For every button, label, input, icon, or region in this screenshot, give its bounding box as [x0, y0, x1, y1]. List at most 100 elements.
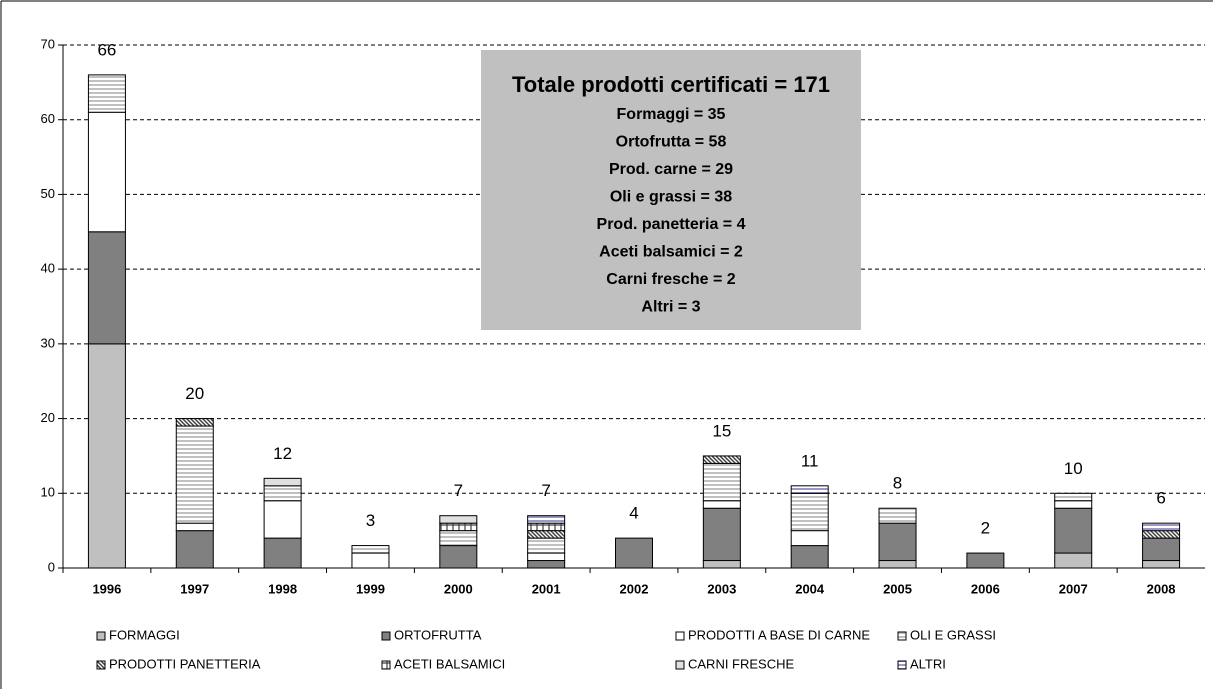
bar-segment [439, 522, 478, 532]
bar-segment [1054, 500, 1093, 509]
legend-label: FORMAGGI [109, 627, 180, 642]
legend-label: CARNI FRESCHE [688, 656, 795, 671]
y-tick-label: 70 [41, 36, 55, 51]
bar-segment [702, 560, 741, 569]
bar-segment [263, 477, 302, 487]
bar-segment [527, 537, 566, 554]
total-label: 2 [981, 519, 990, 538]
bar-segment [87, 231, 126, 345]
bar-segment [702, 455, 741, 464]
bar-segment [1142, 537, 1181, 562]
info-line: Altri = 3 [641, 299, 700, 316]
bar-segment [790, 485, 829, 494]
bar-segment [1054, 552, 1093, 569]
bar-segment [87, 111, 126, 233]
legend-label: OLI E GRASSI [910, 627, 996, 642]
total-label: 6 [1156, 489, 1165, 508]
bar-segment [87, 343, 126, 569]
y-tick-label: 60 [41, 111, 55, 126]
y-tick-label: 50 [41, 186, 55, 201]
bar-segment [1142, 560, 1181, 569]
legend-label: ALTRI [910, 656, 946, 671]
bar-segment [790, 492, 829, 532]
bar-segment [1142, 522, 1181, 532]
x-tick-label: 2005 [883, 581, 912, 596]
x-tick-label: 1996 [92, 581, 121, 596]
bar-segment [615, 537, 653, 569]
legend-swatch [897, 631, 907, 641]
info-title: Totale prodotti certificati = 171 [512, 72, 830, 97]
total-label: 7 [541, 481, 550, 500]
total-label: 15 [712, 421, 731, 440]
info-line: Oli e grassi = 38 [610, 189, 732, 206]
legend-label: ACETI BALSAMICI [394, 656, 505, 671]
info-line: Prod. panetteria = 4 [597, 216, 746, 233]
bar-segment [702, 507, 741, 562]
bar-segment [878, 507, 917, 524]
total-label: 66 [97, 40, 116, 59]
legend-swatch [675, 660, 685, 670]
info-line: Formaggi = 35 [617, 106, 726, 123]
bar-segment [439, 530, 478, 547]
legend-swatch [381, 660, 391, 670]
bar-segment [878, 522, 917, 562]
bar-segment [527, 560, 566, 569]
y-tick-label: 10 [41, 485, 55, 500]
total-label: 10 [1064, 459, 1083, 478]
legend-label: PRODOTTI PANETTERIA [109, 656, 261, 671]
x-tick-label: 2006 [971, 581, 1000, 596]
x-tick-label: 2002 [620, 581, 649, 596]
legend-label: ORTOFRUTTA [394, 627, 482, 642]
legend-swatch [897, 660, 907, 670]
x-tick-label: 1999 [356, 581, 385, 596]
total-label: 12 [273, 444, 292, 463]
bar-segment [175, 418, 214, 427]
bar-segment [263, 485, 302, 502]
x-tick-label: 2004 [795, 581, 825, 596]
total-label: 11 [801, 451, 819, 470]
bar-segment [175, 522, 214, 532]
x-tick-label: 2003 [707, 581, 736, 596]
bar-segment [790, 545, 829, 569]
bar-segment [439, 515, 478, 524]
legend-swatch [381, 631, 391, 641]
bar-segment [878, 560, 917, 569]
bar-segment [263, 537, 302, 569]
bar-segment [527, 552, 566, 562]
total-label: 7 [454, 481, 463, 500]
legend-swatch [96, 631, 106, 641]
info-line: Ortofrutta = 58 [616, 134, 727, 151]
info-line: Aceti balsamici = 2 [599, 244, 743, 261]
bar-segment [702, 500, 741, 509]
bar-segment [351, 552, 390, 569]
y-tick-label: 0 [48, 559, 55, 574]
bar-segment [527, 530, 566, 539]
y-tick-label: 40 [41, 261, 55, 276]
bar-segment [439, 545, 478, 569]
x-tick-label: 1997 [180, 581, 209, 596]
info-box [481, 50, 861, 330]
y-tick-label: 20 [41, 410, 55, 425]
bar-segment [263, 500, 302, 539]
bar-segment [966, 552, 1005, 569]
legend-swatch [675, 631, 685, 641]
bar-segment [1054, 507, 1093, 554]
x-tick-label: 2000 [444, 581, 473, 596]
total-label: 3 [366, 511, 375, 530]
total-label: 20 [185, 384, 204, 403]
x-tick-label: 2007 [1059, 581, 1088, 596]
legend-swatch [96, 660, 106, 670]
bar-segment [527, 522, 566, 532]
x-tick-label: 1998 [268, 581, 297, 596]
bar-segment [175, 530, 214, 569]
x-tick-label: 2001 [532, 581, 561, 596]
info-line: Prod. carne = 29 [609, 161, 733, 178]
total-label: 4 [629, 504, 638, 523]
bar-segment [351, 545, 390, 554]
bar-segment [702, 462, 741, 502]
x-tick-label: 2008 [1147, 581, 1176, 596]
bar-segment [1054, 492, 1093, 502]
total-label: 8 [893, 474, 902, 493]
bar-segment [790, 530, 829, 547]
